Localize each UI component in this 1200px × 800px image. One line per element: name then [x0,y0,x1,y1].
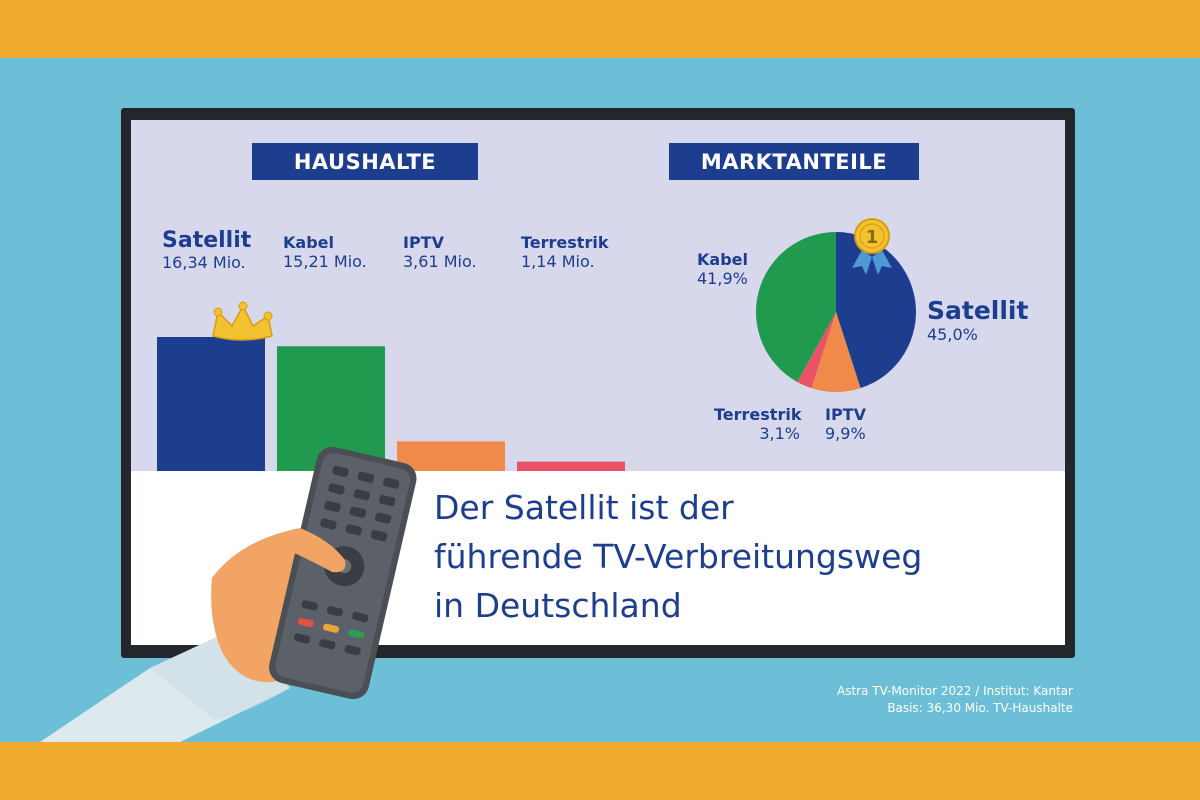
pie-value-kabel: 41,9% [697,269,748,288]
medal-icon: 1 [852,218,892,275]
top-band [0,0,1200,58]
remote-control-icon [269,446,417,700]
bar-value-satellit: 16,34 Mio. [162,253,246,272]
pie-label-satellit: Satellit 45,0% [927,296,1028,344]
pie-slice-iptv [811,312,861,392]
bar-label-satellit: Satellit 16,34 Mio. [162,228,251,272]
marktanteile-header: MARKTANTEILE [669,143,919,180]
bar-label-terrestrik: Terrestrik 1,14 Mio. [521,233,608,271]
pie-slice-kabel [755,232,836,382]
bar-label-iptv: IPTV 3,61 Mio. [403,233,477,271]
pie-value-terrestrik: 3,1% [759,424,800,443]
headline-line-2: führende TV-Verbreitungsweg [434,537,923,576]
thumb [292,528,346,573]
bar-chart [157,337,625,471]
bar-value-terrestrik: 1,14 Mio. [521,252,595,271]
pie-label-terrestrik: Terrestrik 3,1% [714,405,802,443]
source-footnote: Astra TV-Monitor 2022 / Institut: Kantar… [837,683,1073,717]
headline-line-3: in Deutschland [434,586,682,625]
haushalte-header: HAUSHALTE [252,143,478,180]
bar-category-satellit: Satellit [162,228,252,253]
pie-category-terrestrik: Terrestrik [714,405,802,424]
pie-category-satellit: Satellit [927,296,1029,325]
pie-category-iptv: IPTV [825,405,866,424]
pie-slice-terrestrik [797,312,836,389]
pie-value-iptv: 9,9% [825,424,866,443]
crown-icon [212,301,273,341]
bar-satellit [157,337,265,471]
headline-line-1: Der Satellit ist der [434,488,734,527]
pie-category-kabel: Kabel [697,250,748,269]
bottom-band [0,742,1200,800]
bar-category-kabel: Kabel [283,233,334,252]
footnote-line-2: Basis: 36,30 Mio. TV-Haushalte [887,701,1073,715]
bar-terrestrik [517,461,625,471]
pie-label-kabel: Kabel 41,9% [697,250,748,288]
footnote-line-1: Astra TV-Monitor 2022 / Institut: Kantar [837,684,1073,698]
pie-value-satellit: 45,0% [927,325,978,344]
bar-label-kabel: Kabel 15,21 Mio. [283,233,367,271]
medal-number: 1 [866,227,879,248]
bar-iptv [397,441,505,471]
pie-slice-satellit [836,232,916,389]
bar-value-kabel: 15,21 Mio. [283,252,367,271]
bar-value-iptv: 3,61 Mio. [403,252,477,271]
pie-label-iptv: IPTV 9,9% [825,405,866,443]
bar-category-iptv: IPTV [403,233,444,252]
pie-chart [755,232,916,392]
headline: Der Satellit ist der führende TV-Verbrei… [434,483,922,630]
bar-category-terrestrik: Terrestrik [521,233,609,252]
